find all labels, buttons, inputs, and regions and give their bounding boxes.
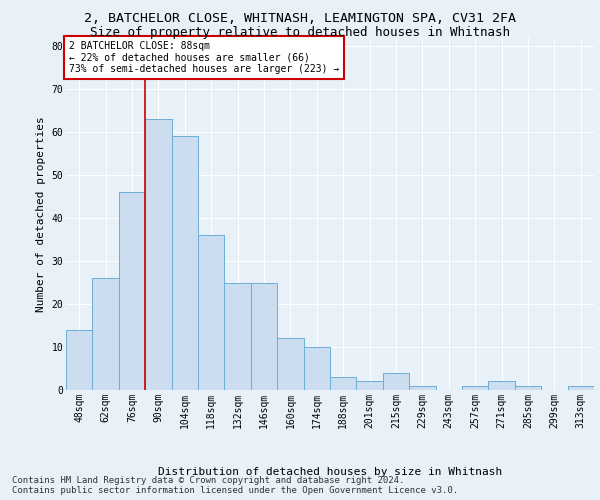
Bar (119, 192, 145, 390)
Text: Contains HM Land Registry data © Crown copyright and database right 2024.
Contai: Contains HM Land Registry data © Crown c… (12, 476, 458, 495)
Bar (488, 382, 515, 390)
Bar (356, 382, 383, 390)
Bar (277, 338, 304, 390)
Bar (145, 119, 172, 390)
Bar (462, 386, 488, 390)
Text: 2 BATCHELOR CLOSE: 88sqm
← 22% of detached houses are smaller (66)
73% of semi-d: 2 BATCHELOR CLOSE: 88sqm ← 22% of detach… (68, 41, 339, 74)
Bar (224, 282, 251, 390)
Bar (383, 373, 409, 390)
Bar (172, 136, 198, 390)
Text: Size of property relative to detached houses in Whitnash: Size of property relative to detached ho… (90, 26, 510, 39)
Bar (66, 330, 92, 390)
Y-axis label: Number of detached properties: Number of detached properties (36, 116, 46, 312)
Bar (198, 235, 224, 390)
Bar (251, 282, 277, 390)
Bar (92, 278, 119, 390)
Bar (568, 386, 594, 390)
Bar (409, 386, 436, 390)
X-axis label: Distribution of detached houses by size in Whitnash: Distribution of detached houses by size … (158, 467, 502, 477)
Bar (304, 347, 330, 390)
Bar (330, 377, 356, 390)
Text: 2, BATCHELOR CLOSE, WHITNASH, LEAMINGTON SPA, CV31 2FA: 2, BATCHELOR CLOSE, WHITNASH, LEAMINGTON… (84, 12, 516, 24)
Bar (515, 386, 541, 390)
